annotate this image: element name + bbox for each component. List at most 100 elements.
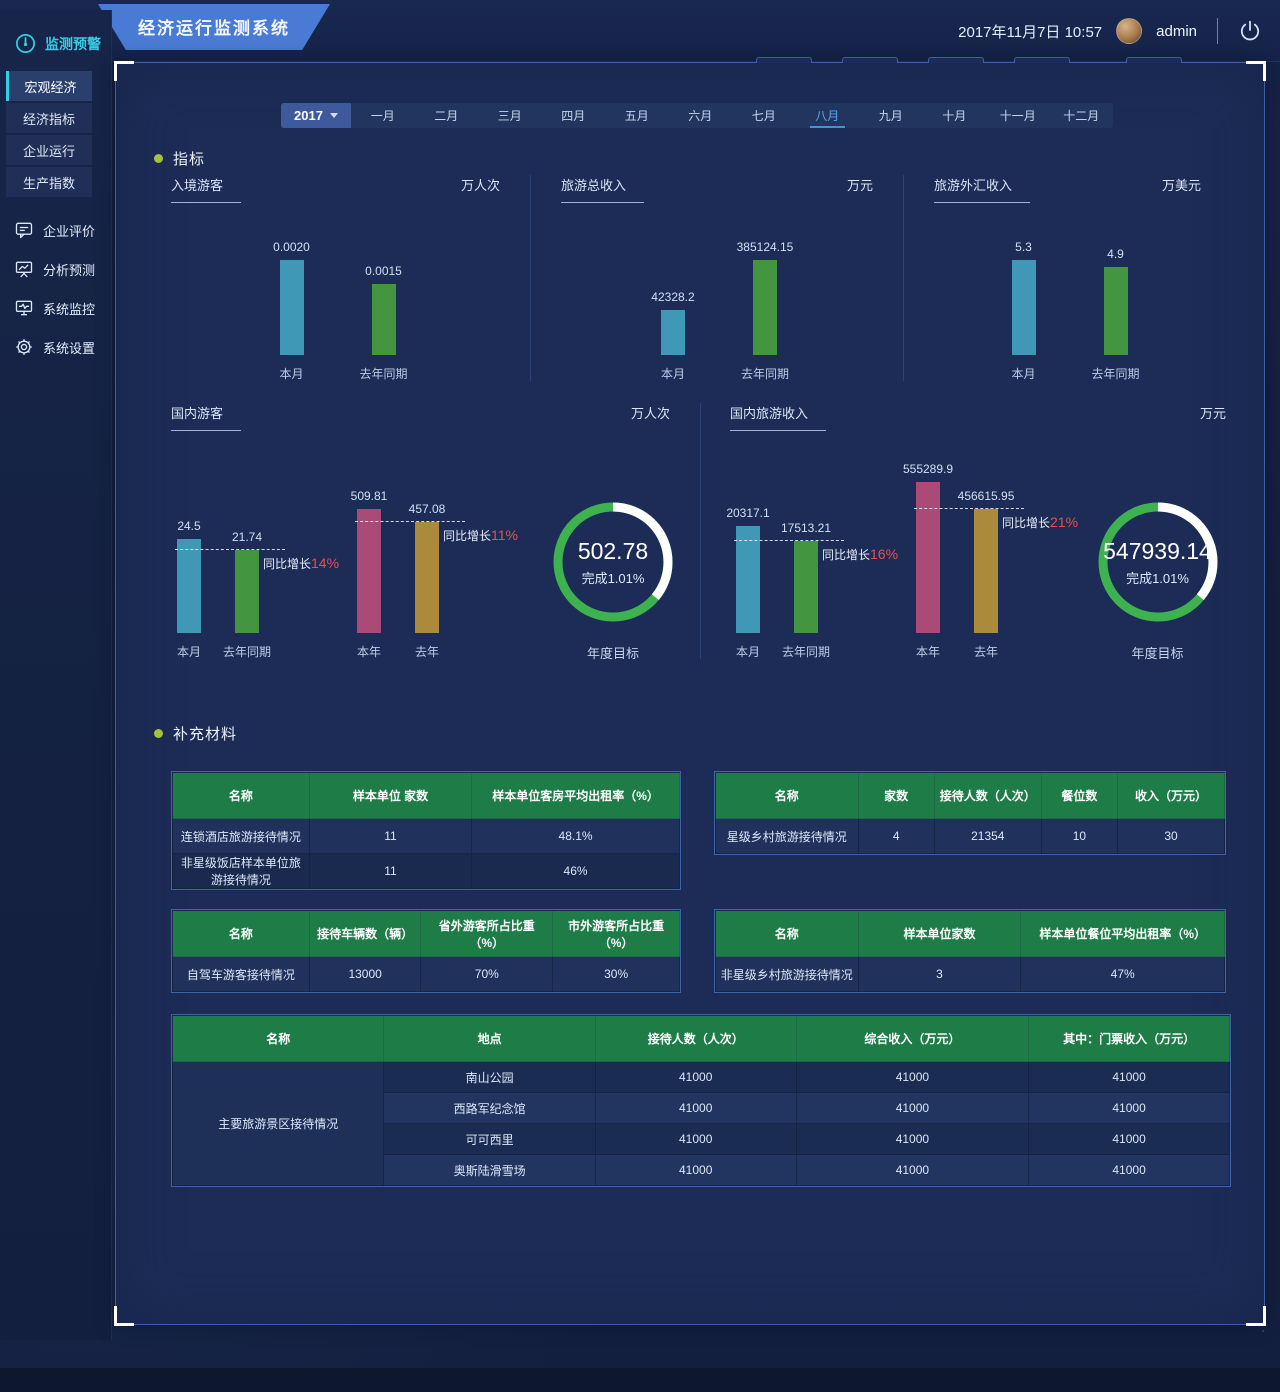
column-header: 接待人数（人次） [594, 1015, 797, 1062]
year-dropdown[interactable]: 2017 [281, 103, 351, 128]
column-header: 家数 [857, 772, 935, 819]
title-banner: 经济运行监测系统 [98, 4, 330, 50]
top-bar: 经济运行监测系统 2017年11月7日 10:57 admin [0, 0, 1280, 62]
table-self-drive: 名称 接待车辆数（辆） 省外游客所占比重（%） 市外游客所占比重（%） 自驾车游客接待情… [171, 909, 681, 993]
month-tab-10[interactable]: 十月 [942, 109, 967, 123]
table-cell: 41000 [1028, 1154, 1230, 1186]
sidebar-item-system-monitor[interactable]: 系统监控 [0, 297, 111, 319]
bar [1103, 267, 1128, 355]
panel-notch [1126, 57, 1182, 63]
month-tab-12[interactable]: 十二月 [1063, 109, 1100, 123]
yoy-dashed-line [914, 507, 1024, 509]
chart-title: 入境游客 [171, 175, 242, 203]
month-tab-6[interactable]: 六月 [688, 109, 713, 123]
username-label: admin [1156, 22, 1197, 40]
bar-value-label: 4.9 [1107, 247, 1124, 262]
sidebar-item-enterprise-evaluation[interactable]: 企业评价 [0, 219, 111, 241]
bar [235, 549, 259, 633]
yoy-dashed-line [734, 539, 844, 541]
bar-group-year: 509.81 本年 457.08 去年 同比增长11% [351, 449, 526, 659]
sidebar-item-system-settings[interactable]: 系统设置 [0, 336, 111, 358]
table-row: 非星级饭店样本单位旅游接待情况 11 46% [172, 853, 680, 889]
column-header: 综合收入（万元） [795, 1015, 1030, 1062]
column-header: 接待车辆数（辆） [308, 910, 422, 957]
divider [1217, 18, 1218, 44]
sidebar-group-label: 监测预警 [45, 35, 101, 52]
table-cell: 30% [552, 956, 680, 992]
power-button[interactable] [1238, 19, 1262, 43]
table-header-row: 名称 地点 接待人数（人次） 综合收入（万元） 其中：门票收入（万元） [171, 1015, 1230, 1062]
annual-target-gauge: 547939.14 完成1.01% 年度目标 [1085, 449, 1230, 661]
chart-title: 国内游客 [171, 403, 242, 431]
bar [916, 482, 940, 633]
data-table: 名称 样本单位 家数 样本单位客房平均出租率（%） 连锁酒店旅游接待情况 11 48.1%… [172, 772, 680, 889]
yoy-dashed-line [355, 520, 465, 522]
bar-category-label: 去年同期 [359, 367, 408, 381]
month-tab-1[interactable]: 一月 [370, 109, 395, 123]
year-value: 2017 [294, 108, 323, 123]
sidebar-item-label: 系统监控 [43, 301, 96, 317]
month-tab-3[interactable]: 三月 [497, 109, 522, 123]
bar [357, 509, 381, 633]
bar-category-label: 本月 [660, 367, 685, 381]
yoy-growth-label: 同比增长21% [1002, 514, 1078, 531]
panel-notch [842, 57, 898, 63]
bar-category-label: 去年同期 [782, 645, 831, 659]
sidebar-item-analysis-forecast[interactable]: 分析预测 [0, 258, 111, 280]
donut-caption: 完成1.01% [581, 570, 645, 586]
table-header-row: 名称 接待车辆数（辆） 省外游客所占比重（%） 市外游客所占比重（%） [172, 910, 680, 957]
month-tab-2[interactable]: 二月 [434, 109, 459, 123]
donut-label: 年度目标 [586, 646, 639, 661]
bar-value-label: 457.08 [408, 501, 446, 516]
bar-value-label: 509.81 [350, 489, 388, 503]
column-header: 餐位数 [1040, 772, 1119, 819]
column-header: 名称 [172, 772, 310, 819]
bar-value-label: 42328.2 [651, 290, 695, 304]
month-tab-4[interactable]: 四月 [561, 109, 586, 123]
month-tab-5[interactable]: 五月 [624, 109, 649, 123]
table-cell: 可可西里 [383, 1123, 596, 1155]
table-cell: 连锁酒店旅游接待情况 [172, 818, 310, 854]
panel-corner-accent [1246, 1306, 1266, 1326]
table-cell: 10 [1040, 818, 1119, 854]
table-header-row: 名称 样本单位 家数 样本单位客房平均出租率（%） [172, 772, 680, 819]
month-tab-9[interactable]: 九月 [878, 109, 903, 123]
bar-value-label: 17513.21 [780, 520, 832, 535]
user-avatar[interactable] [1116, 18, 1143, 44]
bar-item: 0.0020 本月 [261, 240, 323, 381]
app-title: 经济运行监测系统 [138, 19, 290, 38]
table-cell: 41000 [795, 1092, 1030, 1124]
bar-category-label: 去年 [415, 645, 440, 659]
bar-value-label: 5.3 [1015, 240, 1032, 254]
footer-strip [0, 1368, 1280, 1392]
table-header-row: 名称 样本单位家数 样本单位餐位平均出租率（%） [715, 910, 1225, 957]
sidebar-item-production-index[interactable]: 生产指数 [6, 167, 92, 197]
bar-category-label: 本月 [177, 645, 202, 659]
table-cell: 48.1% [471, 818, 680, 854]
month-tab-11[interactable]: 十一月 [999, 109, 1036, 123]
column-header: 名称 [715, 772, 859, 819]
sidebar-group-monitor-warning[interactable]: 监测预警 [0, 10, 111, 71]
bar-pair: 20317.1 本月 17513.21 去年同期 [726, 506, 831, 659]
chart-unit: 万元 [846, 178, 873, 193]
month-tab-8[interactable]: 八月 [796, 103, 860, 128]
table-star-village: 名称 家数 接待人数（人次） 餐位数 收入（万元） 星级乡村旅游接待情况 4 21354 10 3… [714, 771, 1226, 855]
bar-item: 21.74 去年同期 [223, 530, 271, 659]
panel-corner-accent [114, 61, 134, 81]
section-indicators-head: 指标 [154, 148, 205, 169]
table-cell: 41000 [594, 1123, 797, 1155]
chart-unit: 万美元 [1161, 178, 1201, 193]
bar-pair: 555289.9 本年 456615.95 去年 [903, 462, 1014, 659]
yoy-growth-text: 同比增长 [443, 528, 492, 543]
donut-value: 547939.14 [1103, 537, 1212, 564]
bar-category-label: 去年同期 [223, 645, 272, 659]
sidebar-item-enterprise-operation[interactable]: 企业运行 [6, 135, 92, 165]
bar [371, 283, 396, 355]
sidebar-item-macro-economy[interactable]: 宏观经济 [6, 71, 92, 101]
sidebar-item-economic-indicators[interactable]: 经济指标 [6, 103, 92, 133]
yoy-growth-text: 同比增长 [822, 547, 871, 562]
month-tab-7[interactable]: 七月 [751, 109, 776, 123]
section-supplementary-head: 补充材料 [154, 723, 237, 744]
gauge-icon [16, 34, 35, 53]
yoy-growth-label: 同比增长14% [263, 555, 339, 572]
